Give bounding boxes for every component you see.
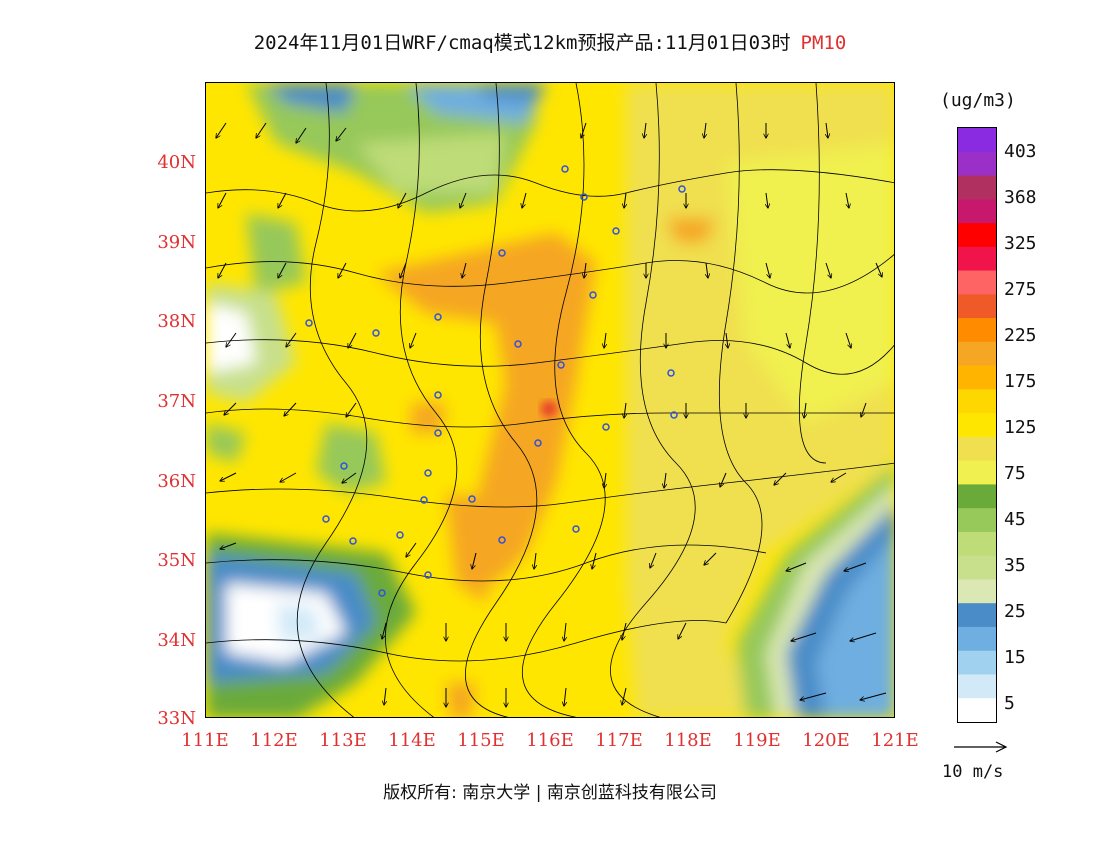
wind-scale-label: 10 m/s: [942, 762, 1004, 782]
colorbar-swatch: [958, 674, 996, 699]
colorbar-swatch: [958, 484, 996, 509]
colorbar-swatch: [958, 270, 996, 295]
colorbar-swatch: [958, 389, 996, 414]
legend-label-5: 5: [1004, 693, 1015, 714]
lat-label-39n: 39N: [157, 232, 196, 253]
legend-label-125: 125: [1004, 417, 1037, 438]
legend-unit: (ug/m3): [940, 90, 1016, 111]
lon-label-111e: 111E: [181, 730, 229, 751]
wind-scale-arrow: [954, 741, 1008, 753]
wind-vectors: [216, 122, 887, 707]
legend-label-403: 403: [1004, 141, 1037, 162]
colorbar-swatch: [958, 555, 996, 580]
lon-label-119e: 119E: [733, 730, 781, 751]
hotspots: [540, 400, 558, 418]
colorbar-swatch: [958, 199, 996, 224]
colorbar-swatch: [958, 175, 996, 200]
copyright-text: 版权所有: 南京大学 | 南京创蓝科技有限公司: [383, 783, 717, 803]
colorbar-swatch: [958, 365, 996, 390]
colorbar-swatch: [958, 151, 996, 177]
lon-label-113e: 113E: [319, 730, 367, 751]
colorbar-swatch: [958, 603, 996, 628]
colorbar-swatch: [958, 223, 996, 248]
lon-label-121e: 121E: [871, 730, 919, 751]
station-markers: [305, 165, 686, 597]
colorbar-swatch: [958, 531, 996, 557]
title-main: 2024年11月01日WRF/cmaq模式12km预报产品:11月01日03时: [253, 32, 791, 54]
lat-label-35n: 35N: [157, 550, 196, 571]
lon-label-118e: 118E: [664, 730, 712, 751]
legend-label-325: 325: [1004, 233, 1037, 254]
lat-label-34n: 34N: [157, 630, 196, 651]
lon-label-115e: 115E: [457, 730, 505, 751]
legend-label-225: 225: [1004, 325, 1037, 346]
lat-label-37n: 37N: [157, 391, 196, 412]
lon-label-116e: 116E: [526, 730, 574, 751]
colorbar-swatch: [958, 318, 996, 343]
lat-label-36n: 36N: [157, 471, 196, 492]
colorbar-swatch: [958, 460, 996, 485]
colorbar-swatch: [958, 650, 996, 675]
colorbar-swatch: [958, 128, 996, 153]
admin-boundaries: [206, 83, 894, 717]
lon-label-114e: 114E: [388, 730, 436, 751]
lon-label-112e: 112E: [250, 730, 298, 751]
colorbar-swatch: [958, 294, 996, 319]
colorbar-swatch: [958, 413, 996, 438]
legend-label-175: 175: [1004, 371, 1037, 392]
legend-label-75: 75: [1004, 463, 1026, 484]
legend-label-45: 45: [1004, 509, 1026, 530]
legend-label-25: 25: [1004, 601, 1026, 622]
lon-label-120e: 120E: [802, 730, 850, 751]
map-panel: [205, 82, 895, 718]
colorbar-swatch: [958, 341, 996, 367]
colorbar-swatch: [958, 246, 996, 272]
colorbar: [957, 127, 997, 723]
concentration-fields: [206, 83, 894, 717]
legend-label-368: 368: [1004, 187, 1037, 208]
lat-label-40n: 40N: [157, 152, 196, 173]
lat-label-33n: 33N: [157, 708, 196, 729]
legend-label-15: 15: [1004, 647, 1026, 668]
colorbar-swatch: [958, 508, 996, 533]
legend-label-35: 35: [1004, 555, 1026, 576]
lat-label-38n: 38N: [157, 311, 196, 332]
colorbar-swatch: [958, 579, 996, 604]
colorbar-swatch: [958, 626, 996, 652]
colorbar-swatches: [958, 128, 996, 723]
pm10-field-map: [206, 83, 894, 717]
colorbar-swatch: [958, 436, 996, 462]
lon-label-117e: 117E: [595, 730, 643, 751]
colorbar-swatch: [958, 698, 996, 723]
title-variable: PM10: [800, 32, 847, 54]
legend-label-275: 275: [1004, 279, 1037, 300]
chart-title: 2024年11月01日WRF/cmaq模式12km预报产品:11月01日03时 P…: [0, 28, 1100, 55]
